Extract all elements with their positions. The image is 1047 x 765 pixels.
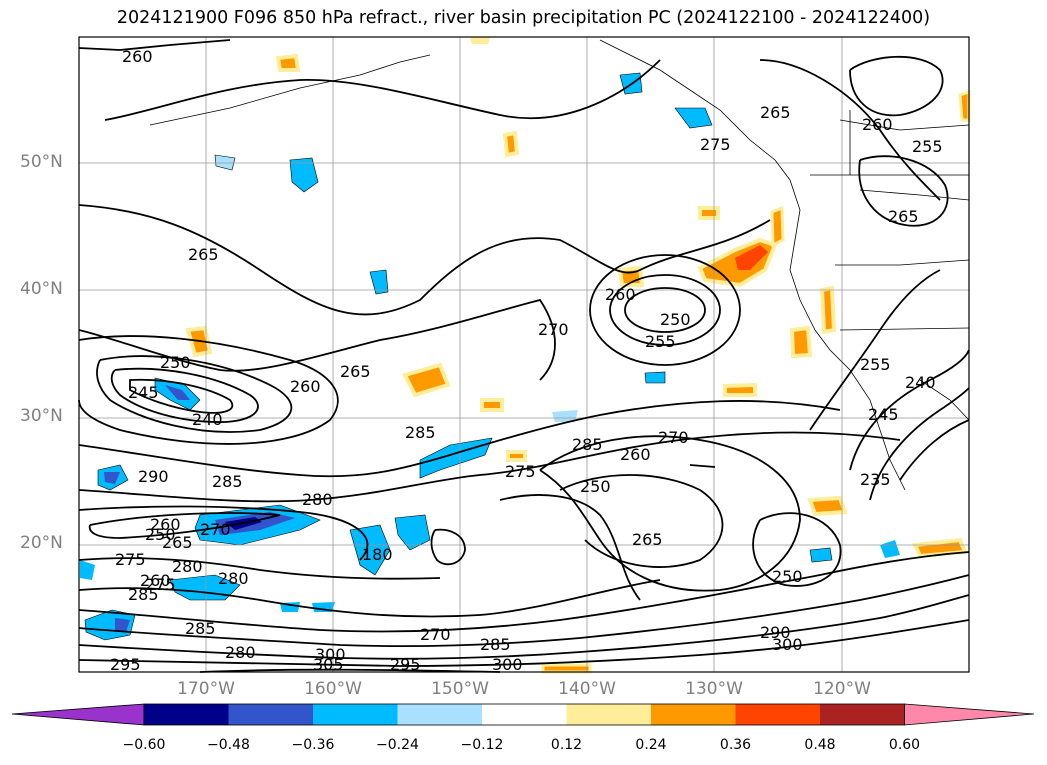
- map-title: 2024121900 F096 850 hPa refract., river …: [116, 8, 931, 28]
- contour-label: 305: [313, 655, 344, 674]
- contour-label: 250: [160, 353, 191, 372]
- contour-label: 300: [492, 655, 523, 674]
- contour-label: 270: [200, 520, 231, 539]
- refractivity-contours: [78, 39, 970, 673]
- contour-label: 285: [480, 635, 511, 654]
- contour-label: 260: [150, 515, 181, 534]
- contour-label: 255: [645, 332, 676, 351]
- contour-label: 245: [868, 405, 899, 424]
- lat-label: 20°N: [20, 533, 63, 553]
- colorbar-tick-label: 0.24: [635, 737, 667, 753]
- contour-label: 250: [772, 567, 803, 586]
- colorbar-tick-label: −0.24: [376, 737, 419, 753]
- contour-label: 255: [860, 355, 891, 374]
- contour-label: 300: [772, 635, 803, 654]
- contour-label: 235: [860, 470, 891, 489]
- contour-label: 275: [505, 462, 536, 481]
- contour-label: 260: [290, 377, 321, 396]
- contour-label: 285: [405, 423, 436, 442]
- colorbar-bin: [482, 704, 567, 725]
- contour-label: 265: [188, 245, 219, 264]
- contour-label: 180: [362, 545, 393, 564]
- contour-label: 300: [315, 645, 346, 664]
- colorbar-tick-label: 0.48: [804, 737, 836, 753]
- map-border: [78, 36, 970, 673]
- contour-label: 265: [340, 362, 371, 381]
- contour-label: 280: [302, 490, 333, 509]
- contour-label: 290: [760, 623, 791, 642]
- colorbar-tick-label: 0.60: [888, 737, 921, 753]
- contour-label: 265: [888, 207, 919, 226]
- contour-label: 280: [218, 569, 249, 588]
- colorbar-tick-label: −0.12: [460, 737, 504, 753]
- contour-label: 270: [420, 625, 451, 644]
- colorbar-extend-low: [11, 703, 145, 726]
- colorbar-tick-label: −0.36: [291, 737, 335, 753]
- contour-label: 260: [140, 571, 171, 590]
- colorbar-bin: [313, 704, 398, 725]
- contour-label: 295: [110, 655, 141, 674]
- contour-label: 295: [390, 655, 421, 674]
- lon-label: 140°W: [558, 679, 616, 699]
- contour-label: 250: [580, 477, 611, 496]
- lon-label: 130°W: [685, 679, 743, 699]
- contour-label: 270: [538, 320, 569, 339]
- contour-label: 265: [162, 533, 193, 552]
- contour-labels: 260 265 275 270 265 260 255 260 265 250 …: [110, 47, 943, 674]
- graticule: [79, 37, 969, 672]
- contour-label: 290: [138, 467, 169, 486]
- contour-label: 255: [912, 137, 943, 156]
- contour-label: 260: [605, 285, 636, 304]
- lat-label: 40°N: [20, 279, 63, 299]
- colorbar-bin: [397, 704, 482, 725]
- lon-label: 120°W: [813, 679, 871, 699]
- contour-label: 240: [905, 373, 936, 392]
- lat-label: 50°N: [20, 152, 63, 172]
- colorbar-bin: [144, 704, 229, 725]
- contour-label: 285: [212, 472, 243, 491]
- contour-label: 260: [122, 47, 153, 66]
- contour-label: 250: [660, 310, 691, 329]
- contour-label: 270: [658, 428, 689, 447]
- contour-label: 280: [172, 557, 203, 576]
- lon-label: 170°W: [177, 679, 235, 699]
- contour-label: 275: [115, 550, 146, 569]
- colorbar-extend-high: [904, 703, 1035, 726]
- contour-label: 265: [632, 530, 663, 549]
- colorbar-bin: [566, 704, 651, 725]
- colorbar-bin: [820, 704, 905, 725]
- colorbar-bin: [735, 704, 820, 725]
- lon-label: 160°W: [304, 679, 362, 699]
- contour-label: 285: [185, 619, 216, 638]
- colorbar: [11, 703, 1035, 726]
- contour-label: 275: [700, 135, 731, 154]
- contour-label: 260: [862, 115, 893, 134]
- contour-label: 280: [225, 643, 256, 662]
- contour-label: 285: [572, 435, 603, 454]
- contour-label: 240: [192, 410, 223, 429]
- lon-label: 150°W: [431, 679, 489, 699]
- contour-label: 265: [760, 103, 791, 122]
- colorbar-bin: [228, 704, 313, 725]
- contour-label: 285: [128, 585, 159, 604]
- colorbar-tick-label: 0.12: [550, 737, 583, 753]
- contour-label: 260: [620, 445, 651, 464]
- contour-label: 250: [145, 525, 176, 544]
- lat-label: 30°N: [20, 406, 63, 426]
- map-background: [79, 37, 969, 672]
- colorbar-bin: [651, 704, 736, 725]
- colorbar-tick-label: 0.36: [719, 737, 752, 753]
- contour-label: 245: [128, 383, 159, 402]
- contour-label: 275: [145, 575, 176, 594]
- colorbar-tick-label: −0.60: [122, 737, 166, 753]
- colorbar-tick-label: −0.48: [207, 737, 250, 753]
